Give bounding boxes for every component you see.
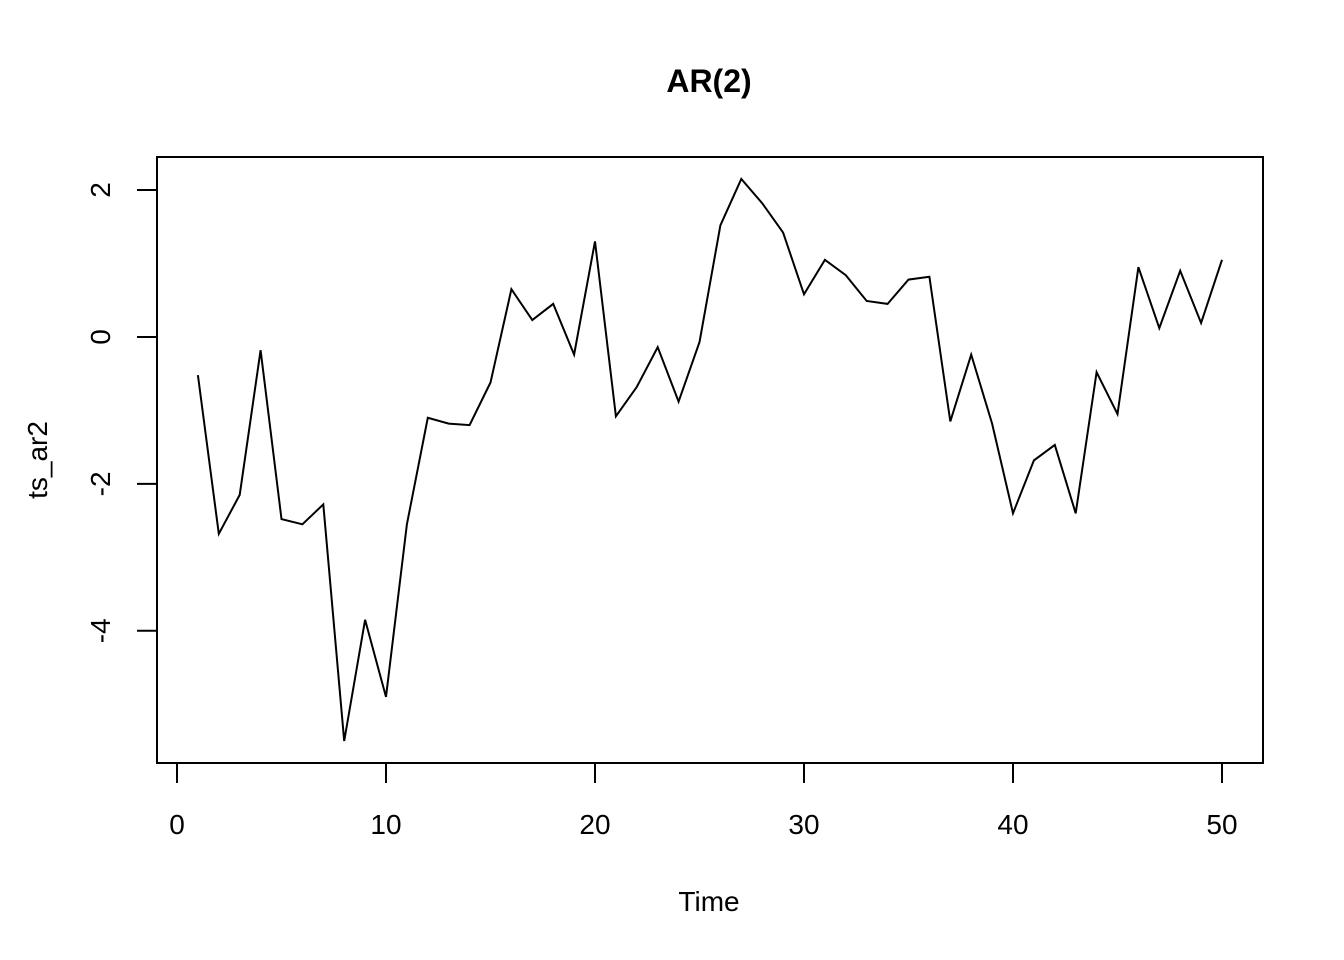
series-layer	[196, 177, 1223, 742]
x-axis-label: Time	[678, 886, 739, 917]
x-tick-label: 10	[370, 809, 401, 840]
y-tick-label: 2	[85, 182, 116, 198]
chart-title: AR(2)	[666, 63, 751, 99]
y-tick-label: -2	[85, 471, 116, 496]
x-tick-label: 50	[1206, 809, 1237, 840]
y-tick-label: -4	[85, 618, 116, 643]
y-axis-label: ts_ar2	[22, 421, 53, 499]
x-tick-label: 20	[579, 809, 610, 840]
x-axis: 0 10 20 30 40 50	[169, 762, 1238, 840]
x-tick-label: 0	[169, 809, 185, 840]
y-tick-label: 0	[85, 329, 116, 345]
x-tick-label: 40	[997, 809, 1028, 840]
y-axis: -4 -2 0 2	[85, 182, 158, 643]
x-tick-label: 30	[788, 809, 819, 840]
series-line-0	[196, 177, 1223, 742]
plot-frame	[156, 156, 1264, 764]
